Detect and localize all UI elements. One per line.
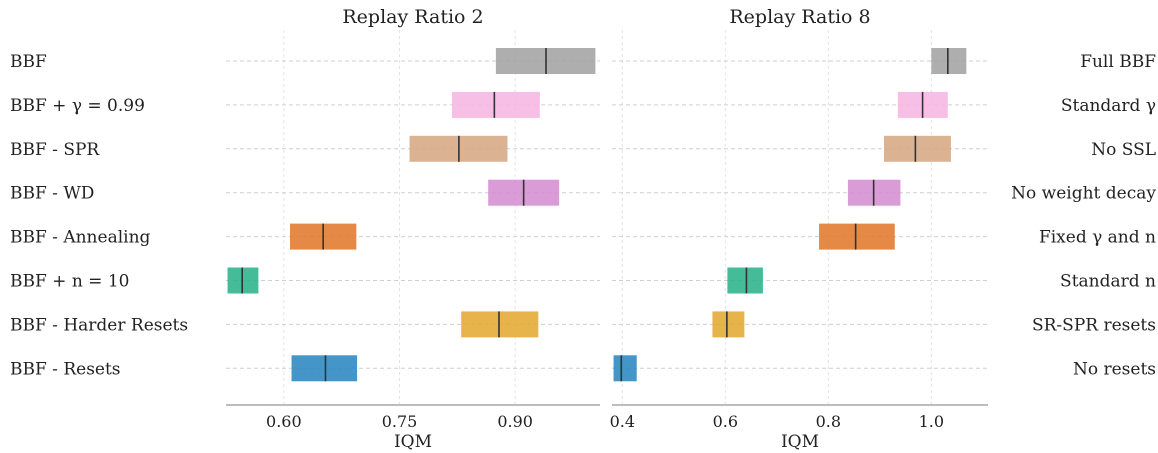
ci-bar: [613, 355, 637, 382]
category-label: Fixed γ and n: [1039, 228, 1156, 248]
x-tick-label: 1.0: [919, 412, 944, 431]
category-label: BBF - SPR: [10, 140, 100, 160]
category-label: BBF - WD: [10, 184, 94, 204]
category-label: BBF + γ = 0.99: [10, 96, 145, 116]
category-label: Full BBF: [1080, 52, 1156, 72]
category-label: No resets: [1073, 359, 1156, 379]
x-axis-label: IQM: [781, 432, 819, 452]
x-tick-label: 0.4: [610, 412, 635, 431]
ci-bar: [727, 267, 763, 294]
chart-title: Replay Ratio 8: [729, 6, 870, 28]
chart-title: Replay Ratio 2: [342, 6, 483, 28]
panel-replay-ratio-8: Full BBF Standard γ No SSL No weight decay F…: [610, 6, 1157, 452]
category-label: BBF - Annealing: [10, 228, 151, 248]
x-axis-label: IQM: [394, 432, 432, 452]
ci-bar: [931, 48, 967, 74]
panel-replay-ratio-2: BBF BBF + γ = 0.99 BBF - SPR BBF - WD BBF - …: [10, 6, 600, 452]
x-tick-label: 0.60: [266, 412, 302, 431]
x-tick-label: 0.8: [816, 412, 841, 431]
ci-bar: [712, 311, 745, 338]
category-label: BBF - Resets: [10, 359, 121, 379]
x-tick-label: 0.90: [497, 412, 533, 431]
category-label: BBF - Harder Resets: [10, 315, 188, 335]
ci-bar: [819, 223, 895, 250]
category-label: BBF + n = 10: [10, 272, 129, 292]
category-label: No SSL: [1091, 140, 1156, 160]
category-label: BBF: [10, 52, 47, 72]
category-label: No weight decay: [1011, 184, 1156, 204]
ci-bar: [451, 91, 540, 118]
x-tick-label: 0.75: [382, 412, 418, 431]
category-label: Standard γ: [1061, 96, 1156, 116]
category-label: Standard n: [1060, 272, 1156, 292]
category-label: SR-SPR resets: [1032, 315, 1156, 335]
ci-bar: [883, 135, 951, 162]
ci-bar: [291, 355, 358, 382]
x-tick-label: 0.6: [713, 412, 738, 431]
